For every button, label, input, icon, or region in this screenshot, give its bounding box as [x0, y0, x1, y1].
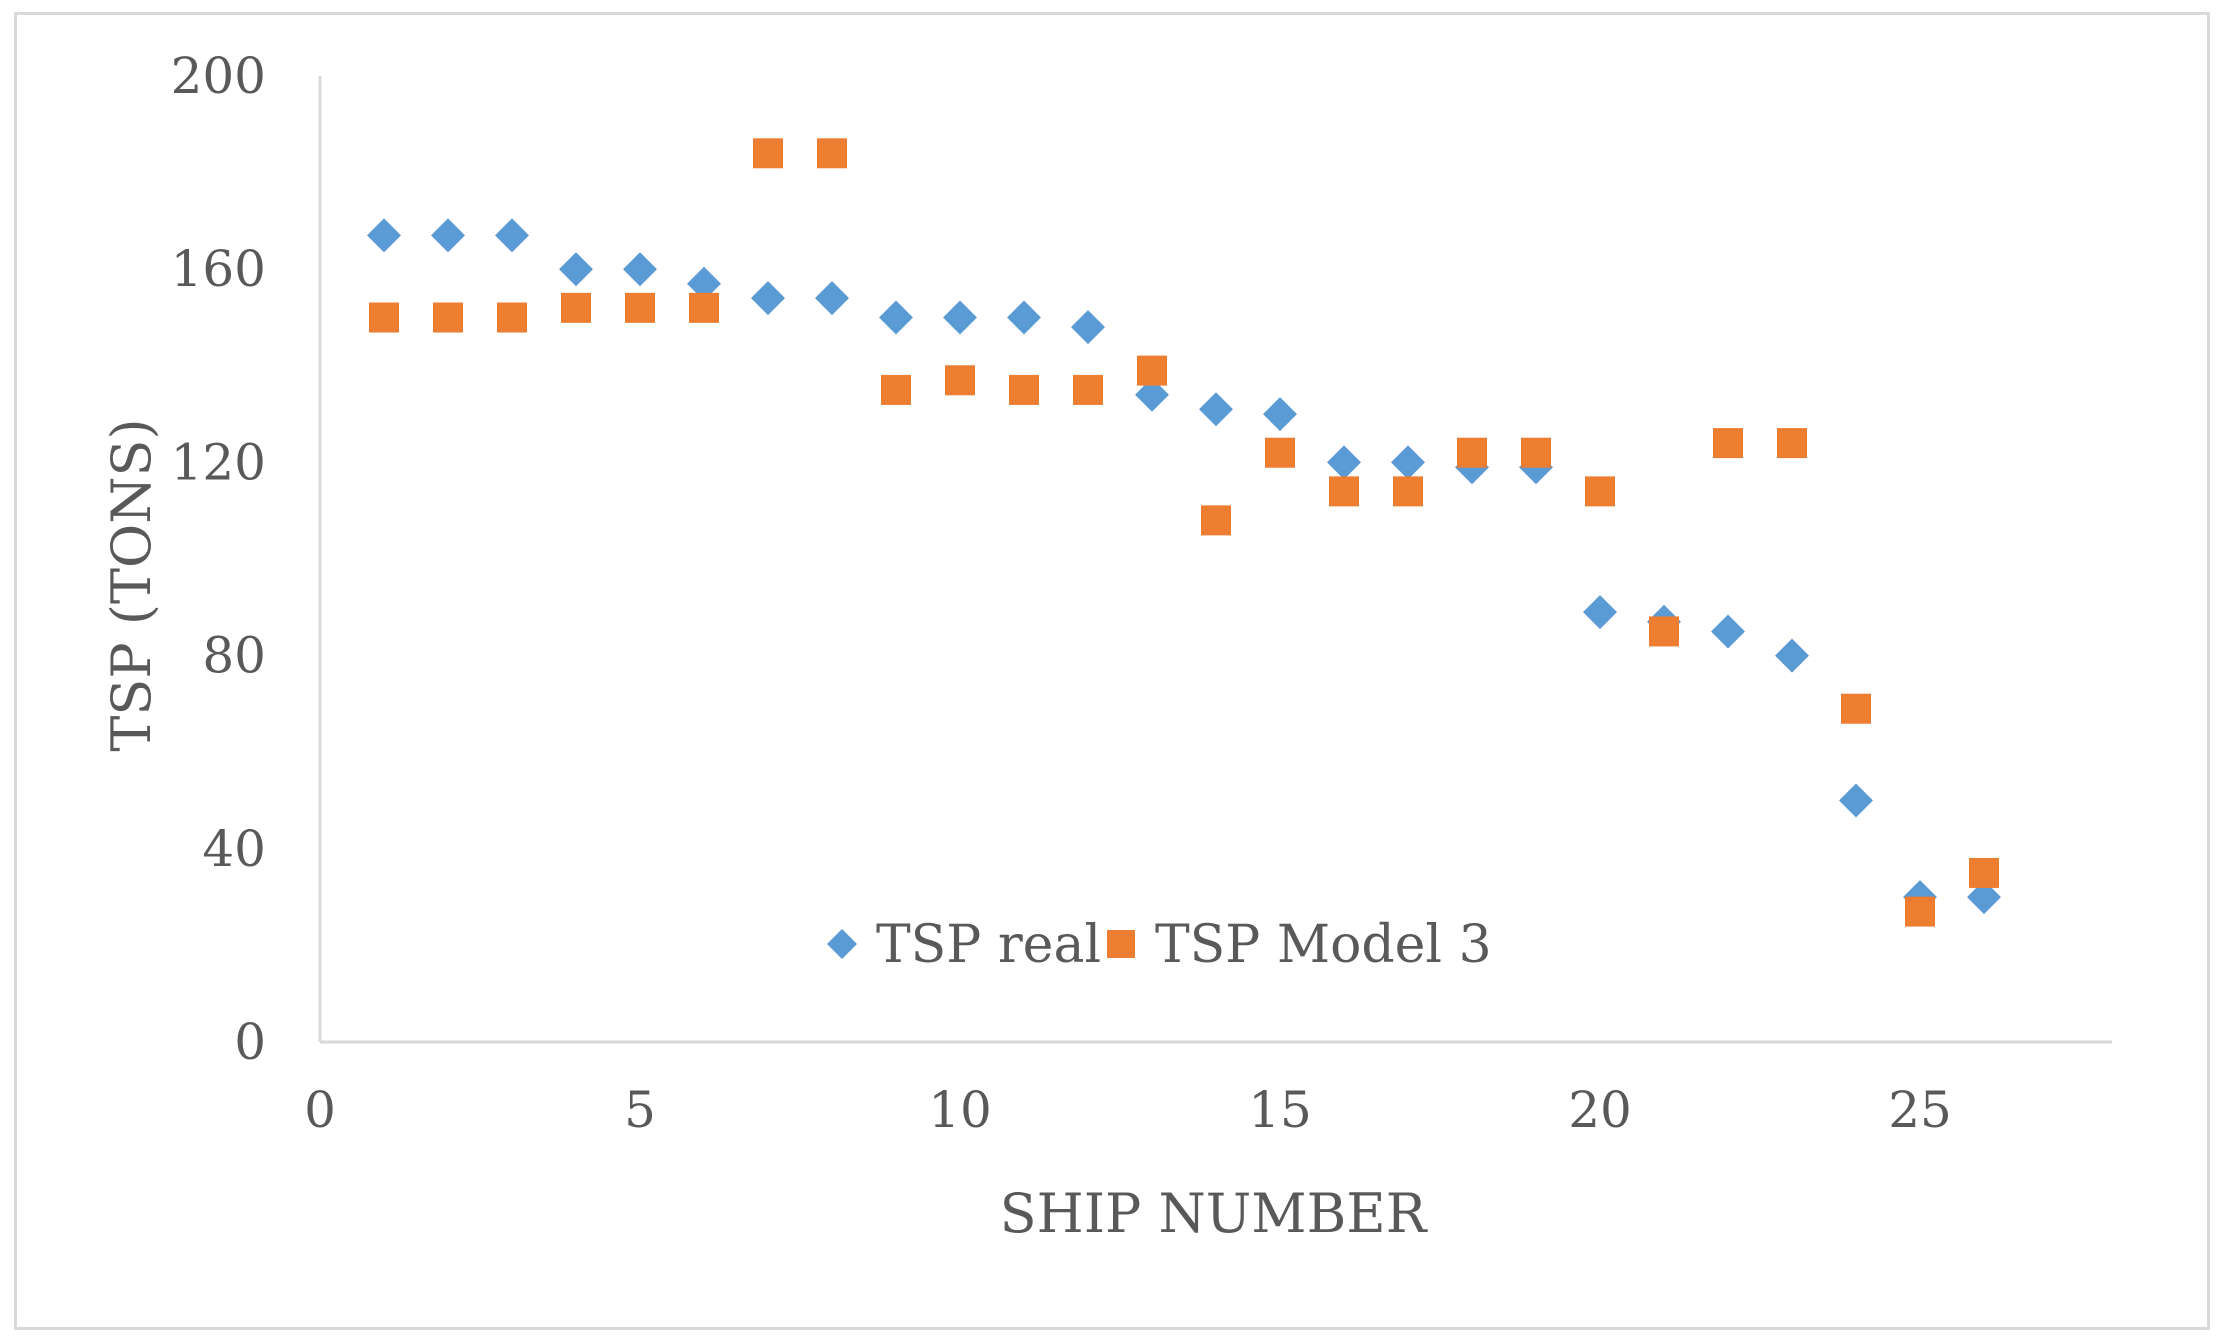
x-tick-label: 15 — [1248, 1081, 1312, 1139]
data-point — [1135, 377, 1169, 412]
data-point — [561, 292, 591, 323]
data-point — [1905, 896, 1935, 927]
data-point — [1073, 374, 1103, 405]
data-point — [945, 365, 975, 396]
data-series — [367, 138, 2001, 927]
data-point — [1329, 476, 1359, 507]
data-point — [625, 292, 655, 323]
data-point — [1137, 355, 1167, 386]
data-point — [1583, 595, 1617, 630]
data-point — [369, 302, 399, 333]
data-point — [1007, 300, 1041, 335]
y-tick-label: 200 — [171, 47, 266, 105]
data-point — [815, 281, 849, 316]
data-point — [1711, 614, 1745, 649]
y-tick-label: 0 — [234, 1013, 266, 1071]
x-tick-label: 5 — [624, 1081, 656, 1139]
data-point — [1391, 445, 1425, 480]
x-tick-labels: 0 5 10 15 20 25 — [304, 1081, 1952, 1139]
x-tick-label: 20 — [1568, 1081, 1632, 1139]
y-axis-title: TSP (TONS) — [100, 418, 163, 751]
data-point — [1265, 437, 1295, 468]
data-point — [1841, 693, 1871, 724]
legend-marker-tsp-model-3 — [1107, 930, 1135, 958]
data-point — [1009, 374, 1039, 405]
data-point — [689, 292, 719, 323]
data-point — [367, 218, 401, 253]
data-point — [817, 138, 847, 169]
data-point — [1585, 476, 1615, 507]
data-point — [1649, 616, 1679, 647]
y-tick-labels: 0 40 80 120 160 200 — [171, 47, 266, 1071]
x-axis-title: SHIP NUMBER — [1000, 1182, 1428, 1245]
x-tick-label: 25 — [1888, 1081, 1952, 1139]
data-point — [751, 281, 785, 316]
data-point — [1071, 310, 1105, 345]
legend-label-tsp-real: TSP real — [876, 915, 1101, 975]
x-tick-label: 10 — [928, 1081, 992, 1139]
y-tick-label: 160 — [171, 240, 266, 298]
data-point — [1713, 428, 1743, 459]
data-point — [497, 302, 527, 333]
data-point — [1777, 428, 1807, 459]
axes — [318, 76, 2112, 1044]
data-point — [559, 252, 593, 287]
data-point — [879, 300, 913, 335]
data-point — [433, 302, 463, 333]
x-tick-label: 0 — [304, 1081, 336, 1139]
data-point — [1263, 397, 1297, 432]
y-tick-label: 80 — [202, 627, 266, 685]
data-point — [1327, 445, 1361, 480]
legend: TSP real TSP Model 3 — [827, 915, 1492, 975]
data-point — [1393, 476, 1423, 507]
data-point — [431, 218, 465, 253]
data-point — [1199, 392, 1233, 427]
data-point — [1775, 638, 1809, 673]
data-point — [495, 218, 529, 253]
data-point — [753, 138, 783, 169]
data-point — [687, 266, 721, 301]
data-point — [881, 374, 911, 405]
legend-marker-tsp-real — [827, 929, 857, 959]
data-point — [1457, 437, 1487, 468]
series-tsp-real — [367, 218, 2001, 915]
data-point — [1839, 783, 1873, 818]
y-tick-label: 120 — [171, 433, 266, 491]
data-point — [1521, 437, 1551, 468]
data-point — [1967, 880, 2001, 915]
data-point — [943, 300, 977, 335]
data-point — [1969, 857, 1999, 888]
data-point — [1201, 505, 1231, 536]
legend-label-tsp-model-3: TSP Model 3 — [1155, 915, 1492, 975]
series-tsp-model-3 — [369, 138, 1999, 927]
data-point — [623, 252, 657, 287]
y-tick-label: 40 — [202, 820, 266, 878]
